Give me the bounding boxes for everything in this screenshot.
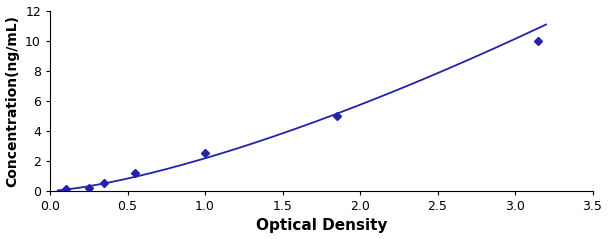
Y-axis label: Concentration(ng/mL): Concentration(ng/mL): [5, 15, 19, 187]
X-axis label: Optical Density: Optical Density: [255, 218, 387, 234]
